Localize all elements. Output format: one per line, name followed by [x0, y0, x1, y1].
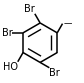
- Text: —: —: [63, 19, 72, 28]
- Text: Br: Br: [2, 28, 12, 38]
- Text: Br: Br: [24, 4, 35, 14]
- Text: Br: Br: [49, 68, 60, 78]
- Text: HO: HO: [3, 62, 18, 72]
